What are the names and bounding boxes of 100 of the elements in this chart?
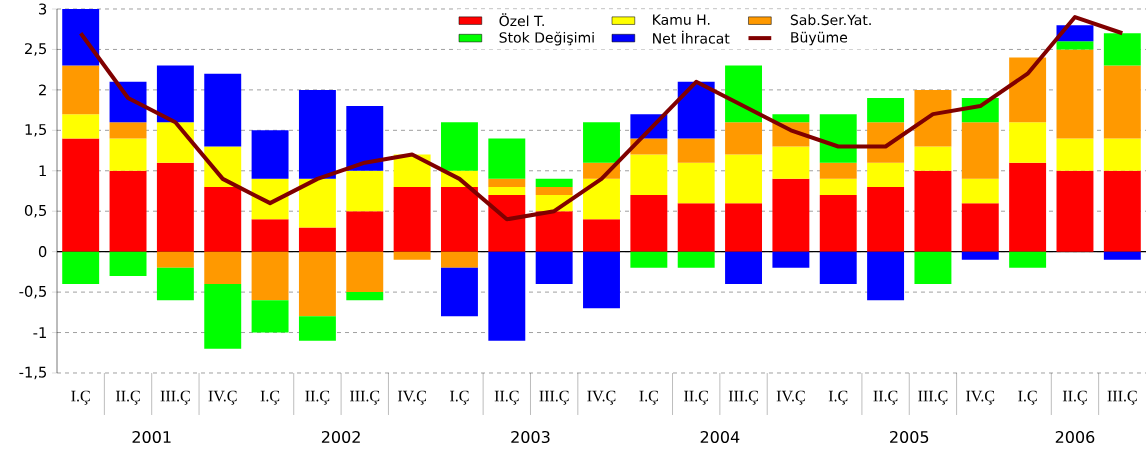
bar [441,267,478,317]
bar [961,203,999,252]
y-tick-label: 3 [39,3,47,15]
x-tick-label: I.Ç [260,390,280,405]
x-tick-label: III.Ç [539,390,569,405]
legend-label: Net İhracat [653,30,730,44]
x-tick-label: I.Ç [639,390,658,405]
bar [535,251,573,285]
x-tick-label: IV.Ç [397,390,426,405]
x-tick-label: I.Ç [71,390,90,405]
bar [583,219,620,252]
bar [488,178,526,187]
x-tick-label: IV.Ç [776,390,805,405]
text: 2006 [1055,430,1095,444]
y-tick-label: 0 [38,246,47,258]
bar [156,122,194,163]
x-tick-label: I.Ç [1018,390,1037,405]
text: 2002 [321,430,360,444]
bar [109,251,147,276]
bar [1103,65,1141,139]
bar [1103,170,1141,252]
bar [109,170,147,252]
bar [583,251,620,309]
x-tick-label: III.Ç [350,390,380,405]
legend-label: Özel T. [499,13,544,27]
bar [1103,33,1141,66]
bar [346,251,384,293]
y-tick-label: -1 [33,327,46,338]
bar [1056,170,1094,252]
x-tick-label: II.Ç [494,390,519,405]
x-tick-label: II.Ç [115,390,140,405]
bar [725,122,763,155]
bar [867,97,905,123]
bar [1009,122,1047,163]
bar [1009,57,1047,123]
bar [346,106,384,171]
bar [1056,49,1094,139]
bar [867,122,905,163]
bar [819,251,857,285]
bar [867,162,905,187]
text: 2005 [890,430,929,444]
bar [298,316,336,341]
bar [535,211,573,252]
bar [346,292,384,301]
bar [298,178,336,228]
y-tick-label: -0,5 [19,285,47,299]
x-tick-label: IV.Ç [208,390,237,405]
bar [583,122,620,163]
bar [630,195,668,252]
bar [488,251,526,341]
bar [393,251,431,260]
bar [488,138,526,179]
bar [156,162,194,252]
bar [819,162,857,179]
bar [961,122,999,179]
line-series [78,15,1125,222]
bar [156,65,194,123]
bar [914,251,952,285]
bar [346,170,384,212]
bar [819,114,857,163]
bar [772,178,810,252]
bar [62,138,100,252]
bar [677,138,715,163]
legend-label: Stok Değişimi [499,31,594,46]
y-tick-label: -1,5 [19,366,47,380]
bar [772,251,810,268]
bar [819,195,857,252]
bar [535,186,573,196]
x-tick-label: III.Ç [918,390,948,405]
bar [488,186,526,196]
bar [204,186,242,252]
x-tick-label: IV.Ç [587,390,616,405]
legend-label: Büyüme [791,31,848,46]
bar [1056,138,1094,171]
bar [1056,41,1094,50]
bar [867,186,905,252]
bar [961,251,999,260]
x-tick-label: IV.Ç [966,390,995,405]
bar [298,251,336,317]
y-tick-label: 1,5 [25,124,47,137]
bar [488,195,526,252]
bar [251,300,289,333]
text: 2003 [511,430,550,444]
bar [62,251,100,285]
bar [441,186,478,252]
bar [204,73,242,147]
bar [1009,251,1047,268]
bar [677,251,715,268]
bar [109,138,147,171]
bar [583,178,620,220]
bar [914,146,952,171]
x-tick-label: I.Ç [450,390,469,405]
bar [62,65,100,115]
bar [204,284,242,349]
x-tick-label: I.Ç [828,390,848,405]
bar [298,227,336,252]
x-tick-label: II.Ç [873,390,898,405]
bar [156,251,194,268]
bar [677,203,715,252]
bar [961,178,999,204]
